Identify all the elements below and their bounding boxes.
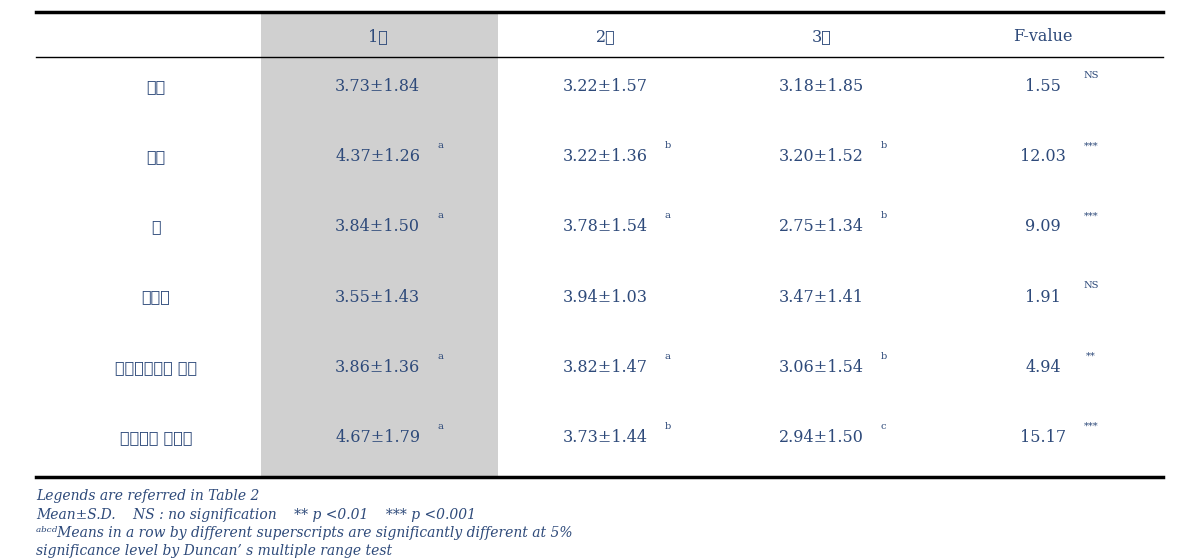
Text: 12.03: 12.03 bbox=[1020, 148, 1066, 165]
Text: 3.47±1.41: 3.47±1.41 bbox=[779, 288, 863, 306]
Text: 4.67±1.79: 4.67±1.79 bbox=[336, 429, 420, 446]
Text: a: a bbox=[436, 211, 444, 220]
Text: 3.18±1.85: 3.18±1.85 bbox=[778, 78, 864, 94]
Text: a: a bbox=[664, 352, 671, 361]
Text: a: a bbox=[436, 352, 444, 361]
Text: 3.22±1.36: 3.22±1.36 bbox=[564, 148, 647, 165]
Text: 2.94±1.50: 2.94±1.50 bbox=[779, 429, 863, 446]
Text: F-value: F-value bbox=[1013, 27, 1073, 45]
Text: NS: NS bbox=[1084, 70, 1098, 79]
Text: c: c bbox=[881, 422, 886, 431]
Bar bbox=[261, 12, 498, 477]
Text: a: a bbox=[664, 211, 671, 220]
Text: NS: NS bbox=[1084, 281, 1098, 291]
Text: b: b bbox=[880, 352, 887, 361]
Text: 1.91: 1.91 bbox=[1025, 288, 1061, 306]
Text: 텍스처: 텍스처 bbox=[141, 288, 170, 306]
Text: Mean±S.D.    NS : no signification    ** p <0.01    *** p <0.001: Mean±S.D. NS : no signification ** p <0.… bbox=[36, 508, 476, 522]
Text: 3.86±1.36: 3.86±1.36 bbox=[335, 359, 421, 376]
Text: 3.55±1.43: 3.55±1.43 bbox=[336, 288, 420, 306]
Text: 전반적인 기호도: 전반적인 기호도 bbox=[120, 429, 192, 446]
Text: 냄새: 냄새 bbox=[146, 148, 165, 165]
Text: ᵃᵇᶜᵈMeans in a row by different superscripts are significantly different at 5%: ᵃᵇᶜᵈMeans in a row by different superscr… bbox=[36, 526, 572, 540]
Text: 2.75±1.34: 2.75±1.34 bbox=[779, 219, 863, 235]
Text: 1번: 1번 bbox=[368, 27, 387, 45]
Text: **: ** bbox=[1086, 352, 1096, 361]
Text: 9.09: 9.09 bbox=[1025, 219, 1061, 235]
Text: b: b bbox=[880, 141, 887, 150]
Text: 15.17: 15.17 bbox=[1020, 429, 1066, 446]
Text: 3.73±1.44: 3.73±1.44 bbox=[564, 429, 647, 446]
Text: a: a bbox=[436, 141, 444, 150]
Text: ***: *** bbox=[1084, 422, 1098, 431]
Text: ***: *** bbox=[1084, 141, 1098, 150]
Text: 3.78±1.54: 3.78±1.54 bbox=[564, 219, 647, 235]
Text: 동반식품과의 조화: 동반식품과의 조화 bbox=[115, 359, 197, 376]
Text: b: b bbox=[880, 211, 887, 220]
Text: 3.73±1.84: 3.73±1.84 bbox=[336, 78, 420, 94]
Text: b: b bbox=[664, 422, 671, 431]
Text: 3.84±1.50: 3.84±1.50 bbox=[336, 219, 420, 235]
Text: 맛: 맛 bbox=[151, 219, 161, 235]
Text: 3번: 3번 bbox=[812, 27, 831, 45]
Text: 4.94: 4.94 bbox=[1025, 359, 1061, 376]
Text: 1.55: 1.55 bbox=[1025, 78, 1061, 94]
Text: a: a bbox=[436, 422, 444, 431]
Text: 2번: 2번 bbox=[596, 27, 615, 45]
Text: 4.37±1.26: 4.37±1.26 bbox=[336, 148, 420, 165]
Text: 3.06±1.54: 3.06±1.54 bbox=[779, 359, 863, 376]
Text: significance level by Duncan’ s multiple range test: significance level by Duncan’ s multiple… bbox=[36, 544, 392, 558]
Text: 3.20±1.52: 3.20±1.52 bbox=[779, 148, 863, 165]
Text: 3.22±1.57: 3.22±1.57 bbox=[564, 78, 647, 94]
Text: 외관: 외관 bbox=[146, 78, 165, 94]
Text: 3.94±1.03: 3.94±1.03 bbox=[564, 288, 647, 306]
Text: b: b bbox=[664, 141, 671, 150]
Text: ***: *** bbox=[1084, 211, 1098, 220]
Text: Legends are referred in Table 2: Legends are referred in Table 2 bbox=[36, 489, 259, 503]
Text: 3.82±1.47: 3.82±1.47 bbox=[564, 359, 647, 376]
